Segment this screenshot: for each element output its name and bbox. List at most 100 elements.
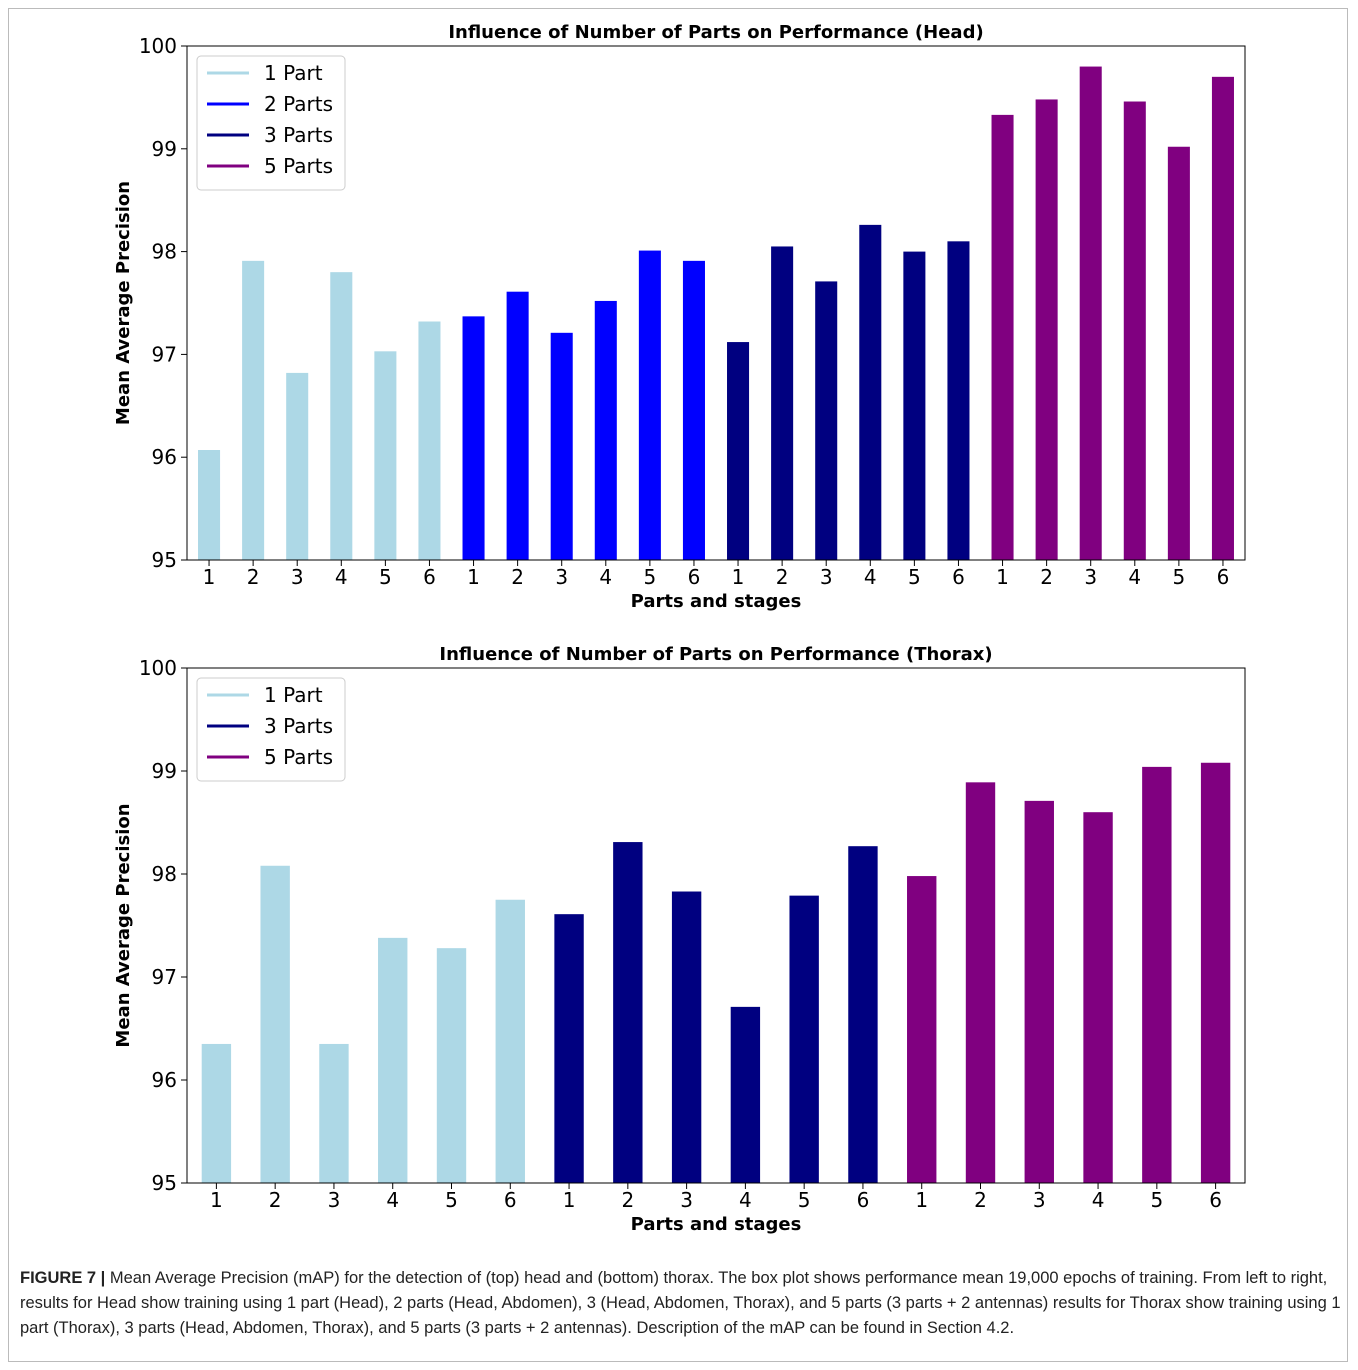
- bar: [671, 891, 702, 1183]
- x-tick-label: 6: [1217, 565, 1230, 589]
- y-tick-label: 96: [152, 1068, 177, 1092]
- x-tick-label: 5: [798, 1188, 811, 1212]
- bar: [462, 316, 485, 560]
- bar: [903, 251, 926, 560]
- x-tick-label: 5: [445, 1188, 458, 1212]
- figure-frame: [8, 8, 1348, 1362]
- x-tick-label: 4: [739, 1188, 752, 1212]
- x-tick-label: 5: [908, 565, 921, 589]
- y-axis-label: Mean Average Precision: [113, 181, 134, 425]
- legend-label: 2 Parts: [264, 92, 333, 116]
- x-tick-label: 1: [996, 565, 1009, 589]
- y-tick-label: 95: [152, 1171, 177, 1195]
- x-tick-label: 5: [1173, 565, 1186, 589]
- y-tick-label: 98: [152, 240, 177, 264]
- x-tick-label: 3: [291, 565, 304, 589]
- bar: [1035, 99, 1058, 561]
- x-axis-label: Parts and stages: [631, 1214, 802, 1235]
- x-tick-label: 1: [732, 565, 745, 589]
- caption-label: FIGURE 7 |: [20, 1269, 106, 1287]
- x-tick-label: 2: [269, 1188, 282, 1212]
- bar: [682, 260, 705, 560]
- x-axis-label: Parts and stages: [631, 591, 802, 612]
- bar: [1142, 766, 1172, 1183]
- x-tick-label: 3: [555, 565, 568, 589]
- bar: [848, 846, 878, 1183]
- y-tick-label: 99: [152, 137, 177, 161]
- y-tick-label: 100: [139, 656, 177, 680]
- x-tick-label: 2: [974, 1188, 987, 1212]
- bar: [286, 372, 309, 560]
- bar: [260, 865, 290, 1183]
- bar: [815, 281, 838, 560]
- chart-title: Influence of Number of Parts on Performa…: [448, 22, 983, 43]
- bar: [242, 260, 265, 560]
- x-tick-label: 1: [210, 1188, 223, 1212]
- bar: [201, 1043, 232, 1183]
- x-tick-label: 3: [1084, 565, 1097, 589]
- bar: [1123, 101, 1146, 561]
- bar: [198, 450, 221, 560]
- bar: [436, 948, 467, 1183]
- bar: [730, 1006, 761, 1183]
- x-tick-label: 4: [1092, 1188, 1105, 1212]
- bar: [378, 937, 408, 1183]
- bar: [1079, 66, 1102, 560]
- y-tick-label: 97: [152, 342, 177, 366]
- x-tick-label: 3: [680, 1188, 693, 1212]
- x-tick-label: 4: [335, 565, 348, 589]
- plot-area: [186, 45, 1246, 561]
- x-tick-label: 3: [1033, 1188, 1046, 1212]
- x-tick-label: 2: [1040, 565, 1053, 589]
- x-tick-label: 1: [915, 1188, 928, 1212]
- x-tick-label: 6: [504, 1188, 517, 1212]
- bar: [550, 332, 573, 560]
- bar: [1167, 146, 1190, 560]
- bar: [374, 351, 397, 560]
- legend-label: 1 Part: [264, 683, 323, 707]
- legend-label: 3 Parts: [264, 714, 333, 738]
- chart-title: Influence of Number of Parts on Performa…: [439, 644, 992, 665]
- bar: [495, 899, 525, 1183]
- caption: FIGURE 7 | Mean Average Precision (mAP) …: [20, 1266, 1342, 1341]
- plot-area: [186, 667, 1246, 1184]
- bar: [319, 1043, 349, 1183]
- bar: [554, 914, 584, 1183]
- x-tick-label: 3: [820, 565, 833, 589]
- x-tick-label: 4: [599, 565, 612, 589]
- x-tick-label: 6: [688, 565, 701, 589]
- x-tick-label: 4: [386, 1188, 399, 1212]
- x-tick-label: 5: [379, 565, 392, 589]
- y-tick-label: 97: [152, 965, 177, 989]
- x-tick-label: 6: [952, 565, 965, 589]
- bar: [594, 300, 617, 560]
- legend-label: 1 Part: [264, 61, 323, 85]
- bar: [1024, 800, 1054, 1183]
- bar: [418, 321, 441, 560]
- x-tick-label: 6: [1209, 1188, 1222, 1212]
- bar: [1083, 812, 1113, 1183]
- y-axis-label: Mean Average Precision: [113, 803, 134, 1047]
- y-tick-label: 96: [152, 445, 177, 469]
- bar: [907, 876, 937, 1183]
- bar: [506, 291, 529, 560]
- x-tick-label: 3: [328, 1188, 341, 1212]
- y-tick-label: 95: [152, 548, 177, 572]
- bar: [330, 272, 353, 560]
- x-tick-label: 2: [621, 1188, 634, 1212]
- bar: [789, 895, 819, 1183]
- x-tick-label: 5: [1150, 1188, 1163, 1212]
- charts: Influence of Number of Parts on Performa…: [113, 22, 1246, 1235]
- bar: [991, 114, 1014, 560]
- x-tick-label: 2: [247, 565, 260, 589]
- bar: [1200, 762, 1231, 1183]
- bar: [638, 250, 661, 560]
- x-tick-label: 1: [203, 565, 216, 589]
- bar: [1211, 76, 1234, 560]
- x-tick-label: 4: [1128, 565, 1141, 589]
- bar: [859, 224, 882, 560]
- legend-label: 3 Parts: [264, 123, 333, 147]
- x-tick-label: 1: [563, 1188, 576, 1212]
- bar: [771, 246, 794, 560]
